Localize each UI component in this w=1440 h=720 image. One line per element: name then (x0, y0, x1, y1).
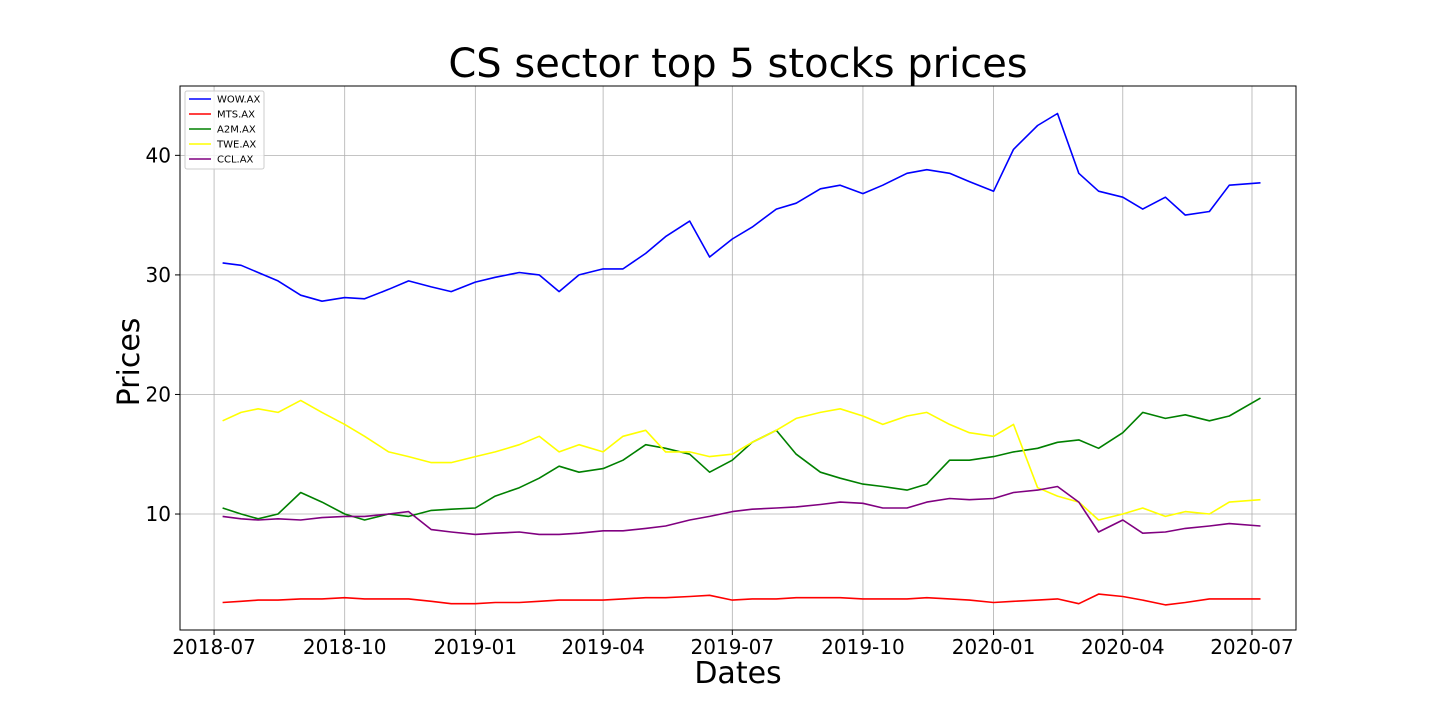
series-line-mts-ax (222, 593, 1261, 606)
x-tick-label: 2020-04 (1081, 635, 1165, 659)
x-tick-label: 2020-01 (952, 635, 1036, 659)
y-axis-ticks: 10 20 30 40 (146, 143, 180, 526)
series-lines (222, 112, 1261, 606)
y-axis-label: Prices (112, 318, 147, 407)
legend-items: WOW.AX MTS.AX A2M.AX TWE.AX CCL.AX (189, 95, 261, 166)
x-tick-label: 2019-01 (434, 635, 518, 659)
series-line-wow-ax (222, 112, 1261, 303)
y-tick-label: 20 (146, 382, 171, 406)
grid-lines (180, 86, 1296, 630)
plot-frame (179, 85, 1297, 631)
legend: WOW.AX MTS.AX A2M.AX TWE.AX CCL.AX (184, 90, 265, 170)
x-tick-label: 2018-10 (303, 635, 387, 659)
legend-label: MTS.AX (217, 110, 255, 121)
x-tick-label: 2018-07 (172, 635, 256, 659)
x-axis-ticks: 2018-07 2018-10 2019-01 2019-04 2019-07 2019-… (172, 630, 1294, 659)
x-tick-label: 2019-10 (821, 635, 905, 659)
legend-label: TWE.AX (216, 140, 256, 151)
legend-label: A2M.AX (217, 125, 256, 136)
x-axis-label: Dates (694, 656, 781, 691)
y-tick-label: 10 (146, 502, 171, 526)
series-line-ccl-ax (222, 485, 1261, 536)
legend-box (184, 90, 265, 170)
legend-label: CCL.AX (217, 155, 254, 166)
y-tick-label: 40 (146, 143, 171, 167)
legend-label: WOW.AX (217, 95, 261, 106)
chart-title: CS sector top 5 stocks prices (448, 41, 1027, 87)
y-tick-label: 30 (146, 263, 171, 287)
x-tick-label: 2019-04 (561, 635, 645, 659)
x-tick-label: 2019-07 (691, 635, 775, 659)
x-tick-label: 2020-07 (1210, 635, 1294, 659)
